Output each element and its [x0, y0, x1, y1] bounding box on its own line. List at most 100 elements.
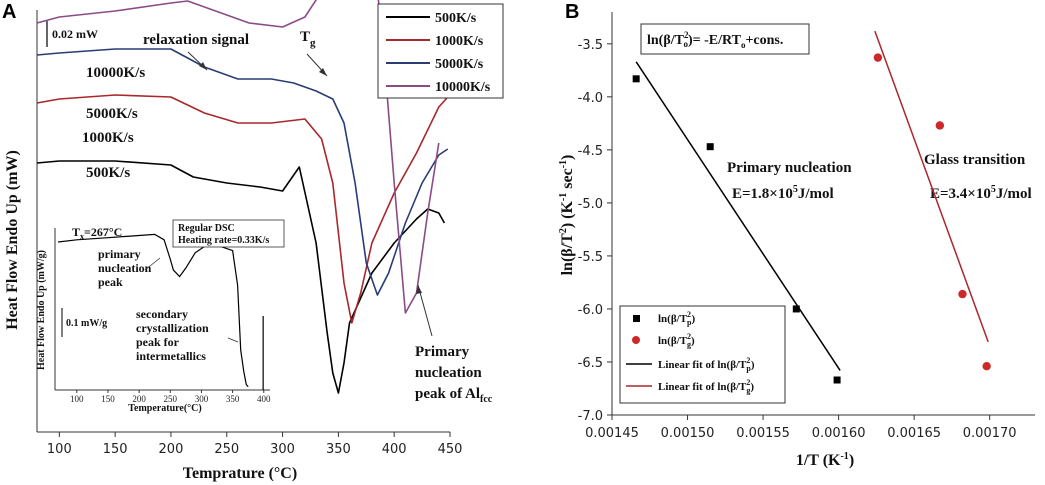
glass-transition-energy: E=3.4×105J/mol — [930, 184, 1032, 202]
panel-b-y-axis-label: ln(β/T2) (K-1 sec-1) — [558, 155, 576, 276]
x-tick-label: 0.00170 — [963, 426, 1017, 441]
x-tick-label: 250 — [214, 442, 239, 457]
legend-b-entry: ln(β/T2 g) — [658, 332, 695, 349]
legend-a-entry: 1000K/s — [435, 34, 484, 49]
y-tick-label: -5.0 — [578, 197, 603, 212]
x-tick-label: 0.00160 — [812, 426, 866, 441]
panel-b-points — [632, 53, 991, 384]
tg-label: Tg — [300, 29, 316, 49]
legend-b-marker-p — [633, 315, 640, 322]
x-tick-label: 200 — [159, 442, 184, 457]
inset-scale-label: 0.1 mW/g — [66, 318, 107, 329]
inset-dsc-curve — [58, 233, 249, 388]
x-tick-label: 100 — [47, 442, 72, 457]
y-tick-label: -6.5 — [578, 356, 603, 371]
panel-a-label: A — [2, 1, 16, 23]
inset-primary-line2: nucleation — [98, 261, 152, 275]
inset-tick-label: 350 — [226, 394, 240, 404]
curve-label-10000: 10000K/s — [86, 65, 145, 81]
curve-label-5000: 5000K/s — [86, 106, 138, 122]
inset-primary-line1: primary — [98, 247, 141, 261]
panel-b-legend: ln(β/T2 p) ln(β/T2 g) Linear fit of ln(β/T… — [619, 305, 786, 404]
primary-peak-label-line2: nucleation — [415, 365, 482, 381]
point-primary — [833, 376, 841, 384]
panel-a-x-axis-label: Temprature (°C) — [183, 465, 297, 482]
y-tick-label: -4.0 — [578, 91, 603, 106]
primary-peak-label-line1: Primary — [415, 344, 470, 360]
x-tick-label: 0.00155 — [736, 426, 790, 441]
inset-tick-label: 100 — [70, 394, 84, 404]
point-glass — [982, 362, 991, 371]
x-tick-label: 300 — [270, 442, 295, 457]
point-glass — [958, 289, 967, 299]
inset-primary-line3: peak — [98, 275, 123, 289]
panel-a-axes — [36, 10, 450, 433]
legend-b-entry: Linear fit of ln(β/T2 p) — [658, 356, 755, 373]
inset-tick-label: 250 — [164, 394, 178, 404]
dsc-curve-5000K-s — [36, 48, 449, 296]
dsc-curve-1000K-s — [36, 94, 449, 324]
panel-b-ticks: 0.00145 0.00150 0.00155 0.00160 0.00165 0.001… — [578, 38, 1017, 441]
legend-a-entry: 500K/s — [435, 11, 477, 26]
panel-a-curves — [36, 0, 449, 394]
panel-b-fit-lines — [635, 30, 989, 371]
dsc-curve-500K-s — [36, 160, 446, 394]
primary-nucleation-energy: E=1.8×105J/mol — [732, 184, 834, 202]
inset-secondary-line3: peak for — [136, 335, 180, 349]
curve-label-500: 500K/s — [86, 165, 130, 181]
legend-b-entry: Linear fit of ln(β/T2 g) — [658, 378, 754, 395]
inset-regular-dsc: 100 150 200 250 300 350 400 Tx=267°C Regular D… — [36, 219, 285, 414]
primary-peak-arrow — [417, 284, 433, 337]
y-tick-label: -5.5 — [578, 250, 603, 265]
x-tick-label: 450 — [438, 442, 463, 457]
point-primary — [792, 305, 800, 313]
panel-b-x-axis-label: 1/T (K-1) — [796, 451, 854, 469]
scale-bar-label: 0.02 mW — [52, 27, 98, 41]
inset-tick-label: 400 — [257, 394, 271, 404]
panel-a-x-ticks: 100 150 200 250 300 350 400 450 — [47, 432, 463, 457]
inset-tx-label: Tx=267°C — [72, 225, 122, 241]
inset-tick-label: 300 — [195, 394, 209, 404]
x-tick-label: 400 — [382, 442, 407, 457]
legend-a-entry: 5000K/s — [435, 57, 484, 72]
y-tick-label: -6.0 — [578, 303, 603, 318]
inset-box-line1: Regular DSC — [178, 223, 235, 234]
y-tick-label: -7.0 — [578, 409, 603, 424]
x-tick-label: 0.00165 — [887, 426, 941, 441]
inset-secondary-line2: crystallization — [136, 321, 209, 335]
inset-x-label: Temperature(°C) — [128, 403, 201, 414]
fit-line-primary — [635, 61, 841, 371]
primary-peak-label-line3: peak of Alfcc — [415, 386, 493, 405]
point-primary — [706, 143, 714, 151]
legend-b-marker-g — [632, 336, 640, 344]
relaxation-signal-label: relaxation signal — [143, 32, 249, 48]
glass-transition-title: Glass transition — [924, 152, 1026, 168]
panel-a-legend: 500K/s 1000K/s 5000K/s 10000K/s — [377, 3, 504, 99]
inset-tick-label: 150 — [101, 394, 115, 404]
point-glass — [873, 53, 883, 62]
legend-a-entry: 10000K/s — [435, 80, 491, 95]
panel-b-axes — [611, 12, 1035, 416]
legend-b-entry: ln(β/T2 p) — [658, 310, 695, 327]
y-tick-label: -4.5 — [578, 144, 603, 159]
svg-text:ln(β/T2o)= -E/RTo+cons.: ln(β/T2 o)= -E/RTo+cons. — [647, 30, 783, 50]
x-tick-label: 150 — [103, 442, 128, 457]
relaxation-arrowhead — [199, 62, 207, 70]
inset-y-label: Heat Flow Endo Up (mW/g) — [36, 250, 47, 370]
point-glass — [935, 121, 945, 130]
tg-arrowhead — [319, 68, 327, 76]
x-tick-label: 350 — [326, 442, 351, 457]
dsc-curve-10000K-s — [36, 0, 440, 314]
x-tick-label: 0.00150 — [661, 426, 715, 441]
inset-tick-label: 200 — [132, 394, 146, 404]
x-tick-label: 0.00145 — [585, 426, 639, 441]
panel-b-label: B — [565, 1, 579, 23]
primary-nucleation-title: Primary nucleation — [727, 160, 852, 176]
fit-line-glass — [874, 30, 989, 343]
inset-secondary-line1: secondary — [136, 307, 188, 321]
y-tick-label: -3.5 — [578, 38, 603, 53]
equation-box: ln(β/T2 o)= -E/RTo+cons. — [640, 23, 810, 55]
panel-a-y-axis-label: Heat Flow Endo Up (mW) — [4, 150, 21, 330]
inset-secondary-line4: intermetallics — [136, 349, 206, 363]
